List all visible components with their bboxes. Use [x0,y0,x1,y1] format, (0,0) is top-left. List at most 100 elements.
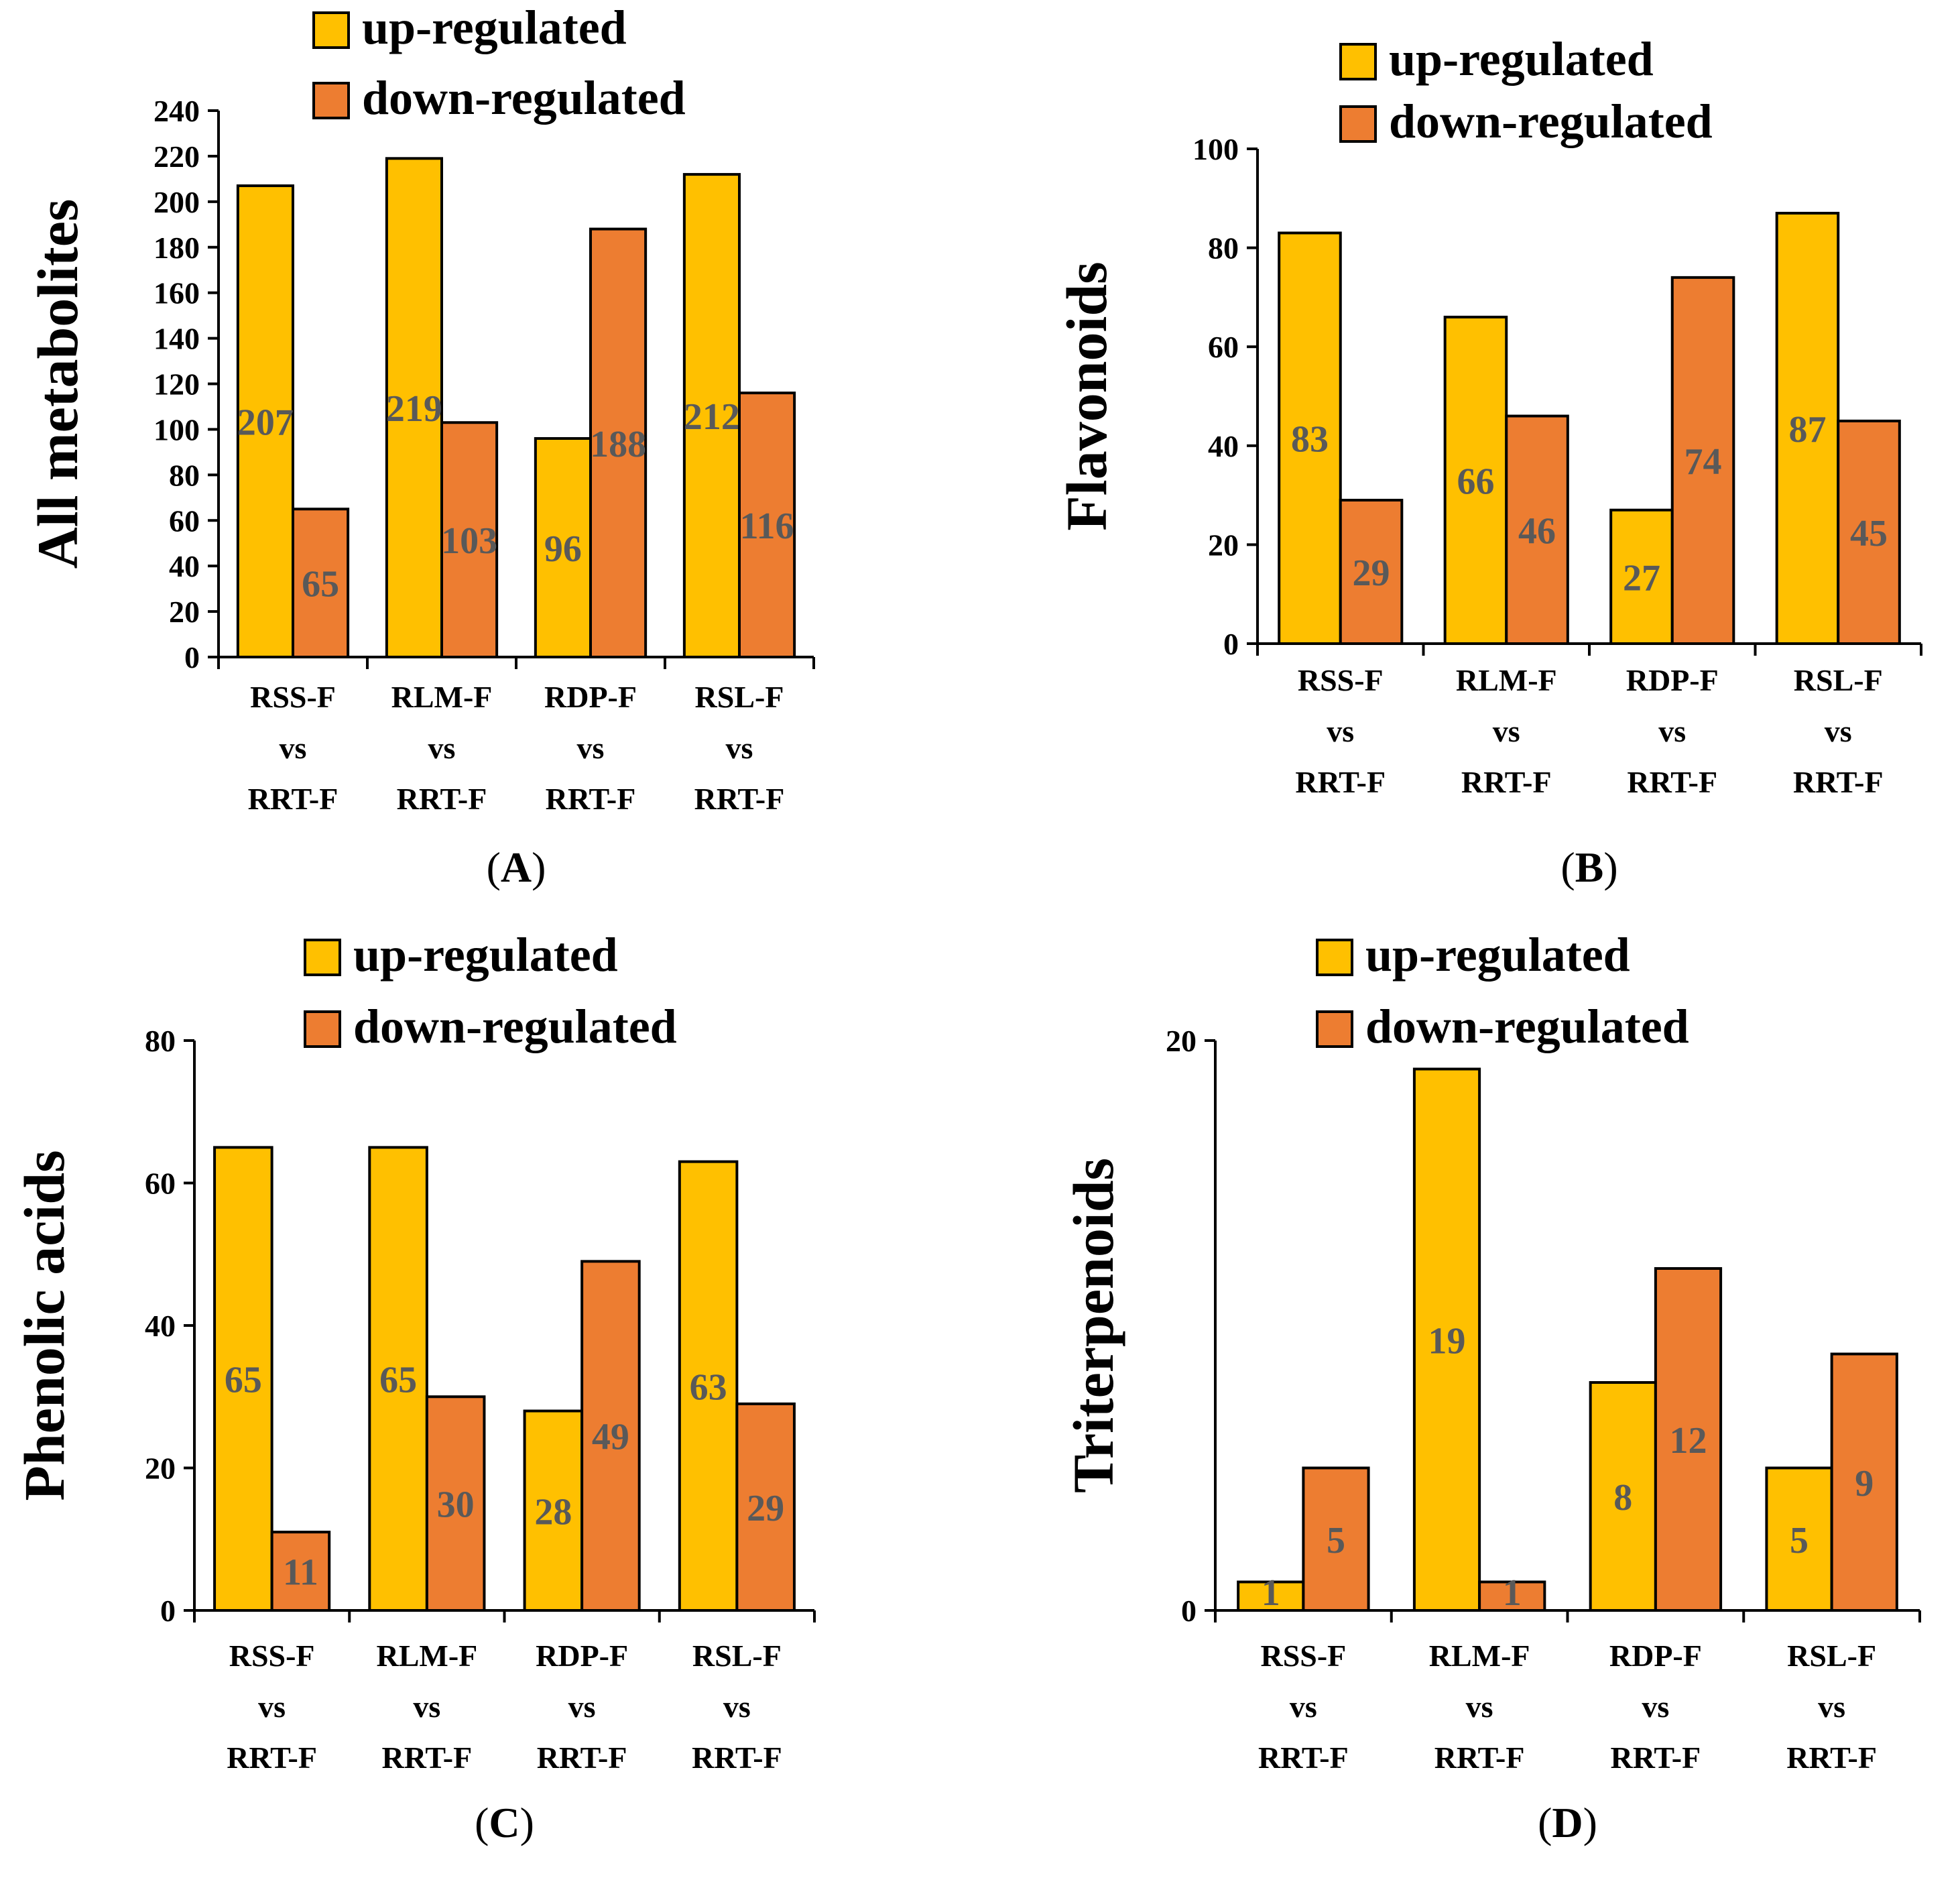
data-label-down-3: 188 [590,424,646,465]
y-tick-label: 120 [154,367,200,402]
chart-panel-b: 0 20 40 60 80 100 83 29 RSS-F vs RRT-F 66 46 RLM-F vs R… [1054,32,1922,891]
bar-down-2 [1478,1580,1546,1612]
y-tick-label: 180 [154,231,200,265]
legend-swatch-up [1339,43,1377,80]
x-category-label: RDP-F [1626,663,1719,697]
y-tick-label: 80 [145,1024,176,1058]
data-label-up-1: 207 [237,402,294,444]
data-label-down-4: 29 [747,1488,784,1529]
x-category-label: vs [1466,1690,1493,1724]
bar-down-4 [1837,419,1901,646]
y-tick-label: 20 [1166,1024,1197,1058]
legend-label-up: up-regulated [1365,928,1630,982]
bar-down-1 [270,1531,331,1612]
legend-swatch-up [312,11,350,49]
panel-label: (C) [475,1799,534,1846]
x-category-label: RSS-F [1298,663,1384,697]
bar-down-1 [1302,1466,1370,1612]
x-category-label: RSS-F [1260,1639,1346,1673]
x-category-label: RRT-F [1786,1740,1877,1775]
panel-label: (B) [1560,843,1617,891]
data-label-up-1: 1 [1262,1572,1280,1614]
bar-up-4 [678,1160,739,1612]
data-label-up-4: 63 [690,1366,727,1408]
chart-panel-a: 0 20 40 60 80 100 120 140 160 180 200 220 240 207 65 RS… [25,1,815,891]
x-category-label: RRT-F [1627,765,1717,799]
x-category-label: vs [1642,1690,1669,1724]
x-category-label: vs [723,1690,751,1724]
x-category-label: RRT-F [692,1740,782,1775]
x-category-label: RRT-F [537,1740,627,1775]
bar-up-3 [1609,508,1674,645]
x-category-label: RRT-F [227,1740,317,1775]
y-tick-label: 0 [160,1594,176,1628]
x-category-label: RRT-F [1434,1740,1525,1775]
y-tick-label: 100 [154,412,200,447]
bar-down-4 [1830,1352,1898,1612]
bar-up-3 [523,1409,584,1612]
legend-swatch-down [1316,1010,1353,1048]
x-category-label: RDP-F [1609,1639,1702,1673]
x-category-label: RDP-F [544,680,637,714]
data-label-down-2: 103 [441,520,497,562]
legend-label-down: down-regulated [353,1000,677,1053]
data-label-down-1: 5 [1327,1520,1345,1561]
x-category-label: RLM-F [377,1639,478,1673]
legend-swatch-up [1316,939,1353,976]
x-category-label: RRT-F [1793,765,1884,799]
bar-up-2 [1443,315,1508,645]
x-category-label: RRT-F [397,782,487,816]
bar-up-1 [213,1146,273,1612]
y-tick-label: 160 [154,276,200,310]
bar-up-2 [368,1146,428,1612]
bar-up-4 [1775,211,1840,645]
data-label-up-4: 87 [1788,409,1826,451]
x-category-label: RSL-F [695,680,784,714]
x-category-label: vs [280,731,307,765]
legend-label-down: down-regulated [362,71,686,125]
bar-up-3 [1589,1381,1657,1612]
y-tick-label: 40 [1208,429,1239,463]
x-category-label: vs [428,731,456,765]
data-label-up-3: 28 [534,1491,572,1533]
x-category-label: RRT-F [248,782,339,816]
data-label-down-1: 11 [283,1552,318,1594]
bar-down-3 [580,1260,641,1612]
bar-up-1 [236,184,294,658]
legend-label-up: up-regulated [1389,32,1654,86]
y-tick-label: 60 [169,504,200,538]
bar-down-3 [589,227,648,659]
x-category-label: vs [1327,714,1354,748]
y-tick-label: 40 [169,549,200,583]
x-category-label: vs [1290,1690,1317,1724]
x-category-label: vs [726,731,753,765]
legend-label-down: down-regulated [1365,1000,1689,1053]
y-tick-label: 60 [1208,330,1239,364]
x-category-label: vs [1493,714,1520,748]
legend-swatch-down [1339,105,1377,143]
bar-down-2 [1505,414,1569,646]
bar-up-2 [385,157,443,658]
x-category-label: RSS-F [250,680,336,714]
y-tick-label: 0 [1181,1594,1197,1628]
panel-label: (A) [487,843,546,891]
x-category-label: RRT-F [694,782,785,816]
data-label-down-1: 65 [302,564,339,605]
data-label-up-4: 5 [1790,1520,1809,1561]
y-tick-label: 140 [154,322,200,356]
data-label-up-4: 212 [684,396,740,438]
data-label-down-3: 74 [1685,441,1722,483]
y-tick-label: 80 [169,458,200,492]
x-category-label: RRT-F [1611,1740,1701,1775]
x-category-label: RSL-F [1787,1639,1876,1673]
y-tick-label: 0 [1223,627,1239,661]
bar-down-1 [1339,498,1404,645]
y-tick-label: 20 [1208,528,1239,562]
y-axis-title: Triterpenoids [1061,1158,1125,1493]
y-tick-label: 220 [154,139,200,174]
x-category-label: RLM-F [1429,1639,1530,1673]
x-category-label: RSL-F [692,1639,782,1673]
y-tick-label: 60 [145,1167,176,1201]
data-label-down-4: 9 [1855,1463,1874,1504]
x-category-label: RRT-F [1295,765,1386,799]
